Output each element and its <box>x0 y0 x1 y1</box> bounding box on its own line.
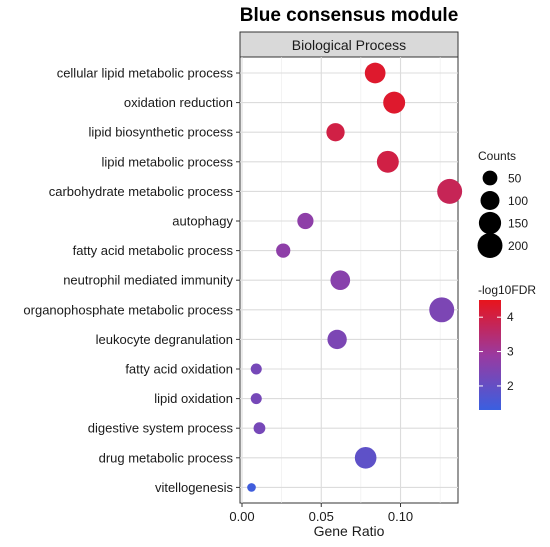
y-tick-label: leukocyte degranulation <box>96 332 233 347</box>
data-point <box>330 270 351 291</box>
data-point <box>250 393 262 405</box>
grid-lines <box>240 57 458 503</box>
x-axis-ticks: 0.00 0.05 0.10 <box>229 503 413 524</box>
data-points <box>247 62 463 492</box>
y-tick-label: carbohydrate metabolic process <box>49 184 234 199</box>
y-tick-label: neutrophil mediated immunity <box>63 273 233 288</box>
y-tick-label: lipid metabolic process <box>101 154 233 169</box>
x-tick-label: 0.05 <box>309 509 334 524</box>
data-point <box>383 91 406 114</box>
data-point <box>253 422 266 435</box>
y-tick-label: digestive system process <box>88 421 234 436</box>
color-legend-ticks: 2 3 4 <box>479 310 514 393</box>
color-legend-label: 2 <box>507 379 514 393</box>
size-legend-title: Counts <box>478 149 516 163</box>
data-point <box>297 212 314 230</box>
data-point <box>327 329 347 350</box>
y-tick-label: fatty acid oxidation <box>125 362 233 377</box>
size-legend: 50 100 150 200 <box>477 170 528 258</box>
data-point <box>247 483 256 492</box>
color-legend-label: 4 <box>507 310 514 324</box>
data-point <box>364 62 386 84</box>
size-legend-key <box>477 233 503 258</box>
data-point <box>354 446 377 469</box>
size-legend-key <box>482 170 498 186</box>
data-point <box>437 178 463 204</box>
size-legend-key <box>480 191 500 210</box>
x-axis-title: Gene Ratio <box>314 523 385 539</box>
color-legend-title: -log10FDR <box>478 283 536 297</box>
size-legend-key <box>478 211 502 235</box>
color-legend-bar <box>479 300 501 410</box>
x-tick-label: 0.10 <box>388 509 413 524</box>
y-tick-label: fatty acid metabolic process <box>73 243 234 258</box>
y-tick-label: organophosphate metabolic process <box>23 302 233 317</box>
y-tick-label: lipid oxidation <box>154 391 233 406</box>
color-legend-label: 3 <box>507 345 514 359</box>
y-tick-label: cellular lipid metabolic process <box>57 66 234 81</box>
size-legend-label: 200 <box>508 239 528 253</box>
chart-title: Blue consensus module <box>240 5 459 26</box>
data-point <box>429 297 455 323</box>
data-point <box>276 243 291 258</box>
facet-label: Biological Process <box>292 37 406 53</box>
data-point <box>376 150 399 173</box>
y-tick-label: drug metabolic process <box>99 450 234 465</box>
data-point <box>326 123 345 142</box>
y-tick-label: oxidation reduction <box>124 95 233 110</box>
y-axis-labels: cellular lipid metabolic process oxidatio… <box>23 66 240 495</box>
y-tick-label: lipid biosynthetic process <box>88 125 233 140</box>
y-tick-label: autophagy <box>172 214 233 229</box>
size-legend-label: 150 <box>508 217 528 231</box>
size-legend-label: 50 <box>508 172 522 186</box>
size-legend-label: 100 <box>508 194 528 208</box>
y-tick-label: vitellogenesis <box>155 480 234 495</box>
x-tick-label: 0.00 <box>229 509 254 524</box>
data-point <box>250 363 262 375</box>
facet-strip <box>239 31 459 58</box>
